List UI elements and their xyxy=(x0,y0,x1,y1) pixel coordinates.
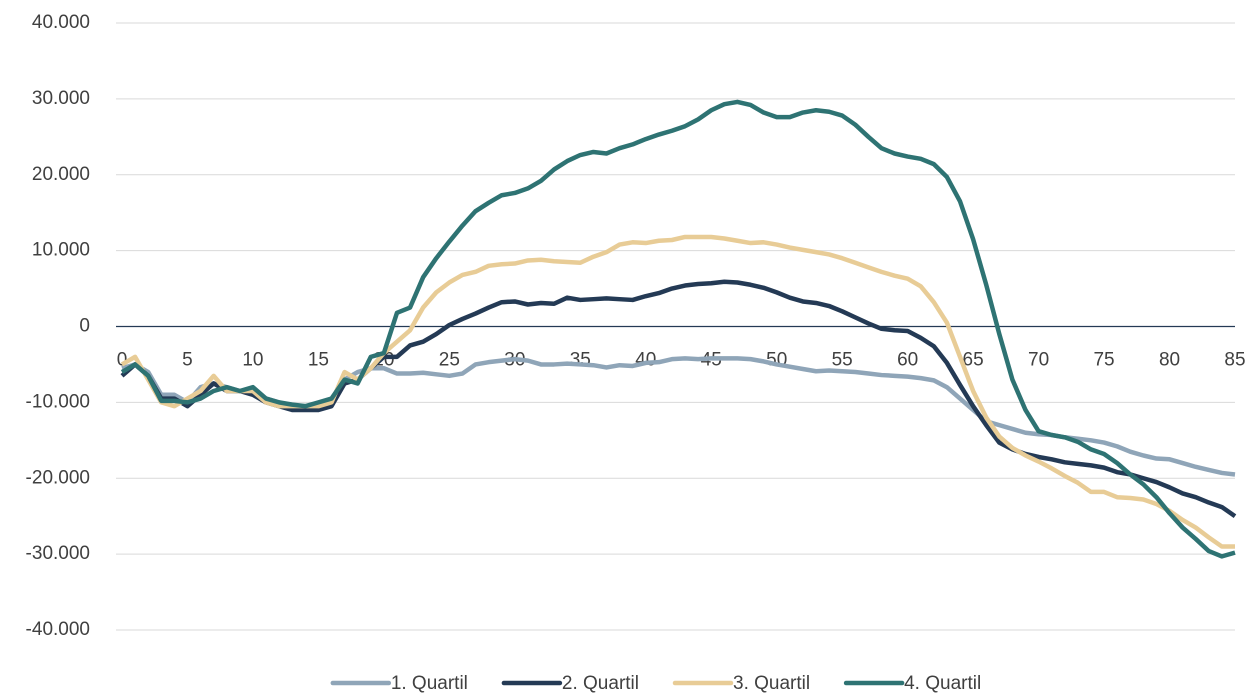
x-tick-label: 80 xyxy=(1159,350,1180,371)
x-tick-label: 5 xyxy=(182,350,193,371)
series-line xyxy=(120,279,1237,519)
y-tick-label: 30.000 xyxy=(32,88,90,109)
y-tick-label: 0 xyxy=(79,316,90,337)
series-line xyxy=(120,99,1236,559)
series-line xyxy=(121,356,1236,477)
y-tick-label: -30.000 xyxy=(26,543,90,564)
x-tick-label: 60 xyxy=(897,350,918,371)
y-tick-label: -40.000 xyxy=(26,619,90,640)
x-tick-label: 65 xyxy=(963,350,984,371)
x-tick-label: 10 xyxy=(242,350,263,371)
x-tick-label: 85 xyxy=(1224,350,1245,371)
x-tick-label: 55 xyxy=(832,350,853,371)
series-line xyxy=(120,234,1235,549)
x-tick-label: 0 xyxy=(117,350,128,371)
x-tick-label: 25 xyxy=(439,350,460,371)
y-tick-label: -10.000 xyxy=(26,391,90,412)
legend-label: 2. Quartil xyxy=(562,673,639,694)
y-tick-label: 40.000 xyxy=(32,12,90,33)
x-tick-label: 40 xyxy=(635,350,656,371)
legend-label: 1. Quartil xyxy=(391,673,468,694)
x-tick-label: 35 xyxy=(570,350,591,371)
y-tick-label: -20.000 xyxy=(26,467,90,488)
legend-label: 4. Quartil xyxy=(904,673,981,694)
x-tick-label: 70 xyxy=(1028,350,1049,371)
legend-item: 1. Quartil xyxy=(330,673,468,694)
y-tick-label: 10.000 xyxy=(32,240,90,261)
legend: 1. Quartil 2. Quartil 3. Quartil 4. Quartil xyxy=(330,673,981,694)
x-tick-label: 15 xyxy=(308,350,329,371)
legend-label: 3. Quartil xyxy=(733,673,810,694)
y-tick-label: 20.000 xyxy=(32,164,90,185)
legend-item: 3. Quartil xyxy=(672,673,810,694)
legend-item: 4. Quartil xyxy=(843,673,981,694)
x-tick-label: 75 xyxy=(1093,350,1114,371)
legend-item: 2. Quartil xyxy=(501,673,639,694)
